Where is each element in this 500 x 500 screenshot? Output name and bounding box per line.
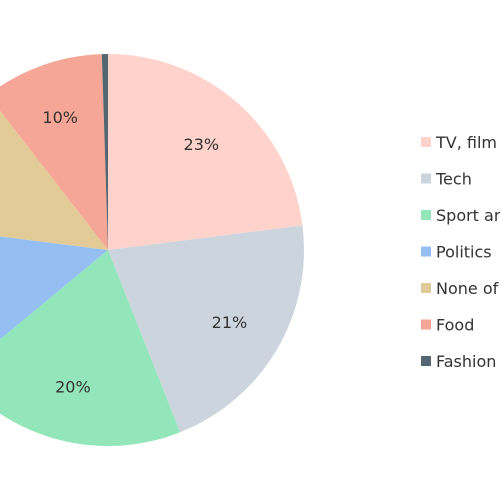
pie-slices: [0, 54, 304, 446]
pie-slice-politics: [0, 236, 108, 340]
pie-slice-tech: [108, 225, 304, 433]
legend-swatch: [421, 283, 431, 293]
legend-swatch: [421, 173, 431, 184]
pie-slice-none-of: [0, 110, 108, 250]
legend-swatch: [421, 246, 431, 257]
legend-swatch: [421, 319, 431, 330]
legend-label: Tech: [435, 170, 472, 189]
slice-percent-label: 21%: [212, 313, 248, 332]
pie-slice-fashion: [101, 54, 108, 250]
pie-slice-labels: 23% 21% 20% 10%: [42, 108, 247, 396]
pie-slice-food: [0, 54, 108, 250]
slice-percent-label: 10%: [42, 108, 78, 127]
chart-legend: TV, film Tech Sport ar Politics None of Food F…: [421, 133, 500, 371]
legend-label: None of: [436, 279, 499, 298]
legend-label: TV, film: [435, 133, 497, 152]
legend-label: Food: [436, 316, 474, 335]
pie-slice-sport-ar: [0, 250, 181, 446]
pie-slice-tv-film: [108, 54, 303, 250]
legend-swatch: [421, 210, 431, 220]
legend-swatch: [421, 356, 431, 366]
legend-swatch: [421, 137, 431, 147]
slice-percent-label: 23%: [184, 135, 220, 154]
legend-label: Sport ar: [436, 206, 500, 225]
slice-percent-label: 20%: [55, 378, 91, 397]
legend-label: Fashion: [436, 352, 496, 371]
legend-label: Politics: [436, 243, 492, 262]
